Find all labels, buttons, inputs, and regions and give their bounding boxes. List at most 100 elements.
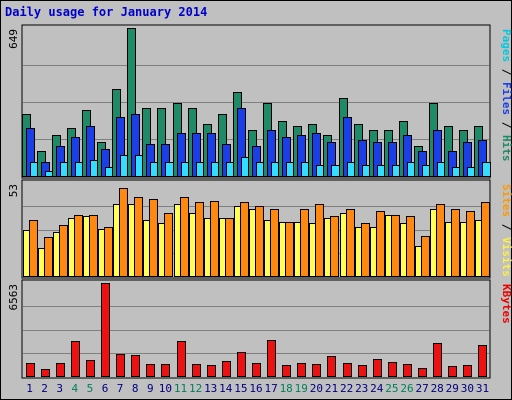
bar-pages-day-21 xyxy=(331,165,340,177)
bar-sites-day-20 xyxy=(315,204,324,277)
day-label: 27 xyxy=(415,382,428,395)
bar-sites-day-4 xyxy=(74,215,83,277)
day-label: 10 xyxy=(159,382,172,395)
legend-label-part: KBytes xyxy=(500,284,512,324)
day-label: 16 xyxy=(249,382,262,395)
bar-sites-day-7 xyxy=(119,188,128,277)
bar-kbytes-day-7 xyxy=(116,354,125,377)
bar-kbytes-day-14 xyxy=(222,361,231,377)
bar-kbytes-day-11 xyxy=(177,341,186,377)
day-label: 23 xyxy=(355,382,368,395)
bar-kbytes-day-25 xyxy=(388,362,397,377)
day-label: 15 xyxy=(234,382,247,395)
bar-kbytes-day-23 xyxy=(358,365,367,377)
bar-sites-day-9 xyxy=(149,199,158,277)
day-label: 2 xyxy=(41,382,48,395)
bar-pages-day-10 xyxy=(165,162,174,177)
bar-kbytes-day-21 xyxy=(327,356,336,377)
bar-pages-day-31 xyxy=(482,162,491,177)
bar-sites-day-11 xyxy=(180,197,189,277)
max-label: 6563 xyxy=(7,284,20,311)
day-label: 24 xyxy=(370,382,384,395)
bar-sites-day-10 xyxy=(164,213,173,277)
bar-sites-day-16 xyxy=(255,206,264,277)
legend-label-part: / xyxy=(500,62,512,82)
bar-kbytes-day-20 xyxy=(312,364,321,377)
bar-sites-day-5 xyxy=(89,215,98,277)
bar-kbytes-day-19 xyxy=(297,363,306,377)
chart-title: Daily usage for January 2014 xyxy=(5,5,207,19)
bar-kbytes-day-16 xyxy=(252,363,261,377)
bar-sites-day-31 xyxy=(481,202,490,277)
day-label: 19 xyxy=(295,382,308,395)
legend-label-part: Pages xyxy=(500,29,512,62)
bar-kbytes-day-30 xyxy=(463,365,472,377)
day-label: 8 xyxy=(132,382,139,395)
bar-sites-day-25 xyxy=(391,215,400,277)
bar-sites-day-24 xyxy=(376,211,385,277)
day-label: 11 xyxy=(174,382,187,395)
legend-label-part: Hits xyxy=(500,135,512,162)
panel-frame xyxy=(21,279,491,379)
bar-kbytes-day-27 xyxy=(418,368,427,377)
bar-sites-day-30 xyxy=(466,211,475,277)
bar-kbytes-day-31 xyxy=(478,345,487,377)
bar-kbytes-day-24 xyxy=(373,359,382,377)
bar-sites-day-3 xyxy=(59,225,68,277)
bar-sites-day-15 xyxy=(240,202,249,277)
bar-kbytes-day-6 xyxy=(101,283,110,377)
panel-frame xyxy=(21,24,491,179)
bar-kbytes-day-1 xyxy=(26,363,35,377)
day-label: 26 xyxy=(400,382,413,395)
max-label: 649 xyxy=(7,29,20,49)
bar-sites-day-2 xyxy=(44,237,53,277)
day-label: 20 xyxy=(310,382,323,395)
legend-label-part: Visits xyxy=(500,237,512,277)
day-label: 31 xyxy=(476,382,489,395)
legend-label-part: / xyxy=(500,217,512,237)
bar-kbytes-day-12 xyxy=(192,364,201,377)
bar-kbytes-day-22 xyxy=(343,363,352,377)
bar-kbytes-day-10 xyxy=(161,364,170,377)
legend-label-part: Files xyxy=(500,82,512,115)
max-label: 53 xyxy=(7,184,20,197)
day-label: 12 xyxy=(189,382,202,395)
day-label: 7 xyxy=(117,382,124,395)
day-label: 21 xyxy=(325,382,338,395)
day-label: 30 xyxy=(461,382,474,395)
day-label: 17 xyxy=(264,382,277,395)
bar-kbytes-day-26 xyxy=(403,364,412,377)
legend-label-part: / xyxy=(500,115,512,135)
day-label: 4 xyxy=(71,382,78,395)
bar-sites-day-22 xyxy=(346,209,355,277)
bar-kbytes-day-18 xyxy=(282,365,291,377)
day-label: 28 xyxy=(431,382,444,395)
bar-sites-day-26 xyxy=(406,216,415,277)
legend-label: Pages / Files / Hits xyxy=(500,29,512,162)
bar-kbytes-day-13 xyxy=(207,365,216,377)
bar-sites-day-14 xyxy=(225,218,234,277)
bar-kbytes-day-8 xyxy=(131,355,140,377)
bar-sites-day-27 xyxy=(421,236,430,277)
bar-sites-day-6 xyxy=(104,227,113,277)
bar-sites-day-12 xyxy=(195,202,204,277)
day-label: 9 xyxy=(147,382,154,395)
bar-kbytes-day-4 xyxy=(71,341,80,377)
bar-sites-day-13 xyxy=(210,201,219,277)
legend-label-part: Sites xyxy=(500,184,512,217)
day-label: 5 xyxy=(87,382,94,395)
bar-sites-day-28 xyxy=(436,204,445,277)
day-label: 6 xyxy=(102,382,109,395)
panel-middle: 53 Sites / Visits xyxy=(7,179,512,279)
day-label: 3 xyxy=(56,382,63,395)
bar-kbytes-day-9 xyxy=(146,364,155,377)
bar-kbytes-day-15 xyxy=(237,352,246,377)
bar-sites-day-29 xyxy=(451,209,460,277)
day-label: 18 xyxy=(280,382,293,395)
bar-sites-day-19 xyxy=(300,209,309,277)
day-label: 29 xyxy=(446,382,459,395)
bar-sites-day-23 xyxy=(361,223,370,277)
bar-sites-day-21 xyxy=(330,216,339,277)
day-label: 14 xyxy=(219,382,233,395)
